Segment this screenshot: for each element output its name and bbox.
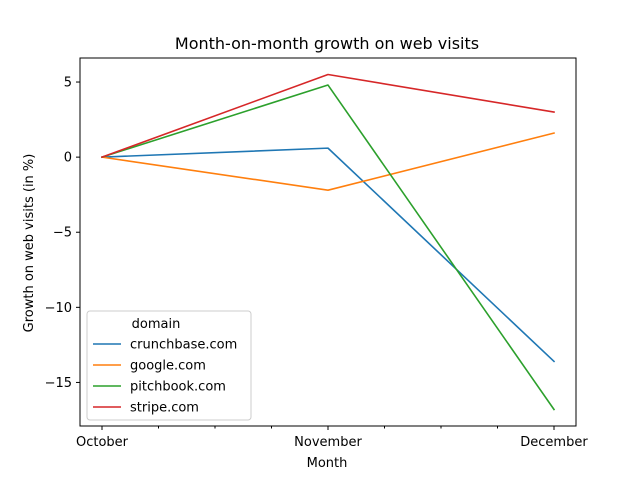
x-tick-label: October [76, 435, 129, 450]
legend-title: domain [132, 317, 181, 332]
y-tick-label: −15 [45, 376, 72, 391]
y-tick-label: −10 [45, 301, 72, 316]
legend-label-0: crunchbase.com [130, 338, 237, 353]
legend-label-1: google.com [130, 359, 206, 374]
series-line-0 [101, 147, 556, 363]
series-line-3 [100, 73, 555, 159]
x-axis-label: Month [307, 456, 348, 471]
y-tick-label: 5 [64, 76, 72, 91]
chart-title: Month-on-month growth on web visits [175, 34, 479, 53]
x-axis: October November December [76, 426, 588, 450]
legend-label-3: stripe.com [130, 401, 199, 416]
y-axis: 5 0 −5 −10 −15 [45, 76, 80, 391]
y-axis-label: Growth on web visits (in %) [22, 154, 37, 333]
legend-box [86, 310, 252, 421]
x-tick-label: December [520, 435, 588, 450]
y-tick-label: −5 [53, 226, 72, 241]
legend: domain crunchbase.com google.com pitchbook… [86, 310, 252, 421]
y-tick-label: 0 [64, 151, 72, 166]
legend-label-2: pitchbook.com [130, 380, 226, 395]
series-layer [100, 73, 556, 411]
series-line-1 [101, 132, 555, 191]
x-tick-label: November [294, 435, 362, 450]
series-line-2 [100, 84, 556, 411]
